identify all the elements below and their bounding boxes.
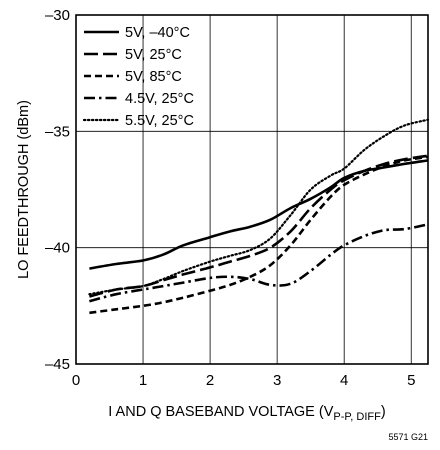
x-tick-label-4: 4 — [340, 372, 348, 389]
y-tick-label-1: –40 — [45, 240, 70, 257]
x-tick-label-3: 3 — [273, 372, 281, 389]
x-tick-label-0: 0 — [72, 372, 80, 389]
figure-id: 5571 G21 — [388, 432, 428, 442]
x-axis-title-main: I AND Q BASEBAND VOLTAGE (V — [108, 404, 333, 420]
legend-label-0: 5V, –40°C — [125, 25, 190, 41]
grid — [76, 15, 428, 364]
x-axis-title-subscript: P-P, DIFF — [333, 411, 381, 423]
legend-label-3: 4.5V, 25°C — [125, 91, 194, 107]
tick-labels: 0 1 2 3 4 5 –45 –40 –35 –30 — [45, 7, 415, 389]
legend: 5V, –40°C 5V, 25°C 5V, 85°C 4.5V, 25°C 5.5V,… — [82, 25, 194, 129]
legend-label-4: 5.5V, 25°C — [125, 113, 194, 129]
x-axis-title: I AND Q BASEBAND VOLTAGE (VP-P, DIFF) — [108, 404, 385, 423]
x-axis-title-close: ) — [381, 404, 386, 420]
series-line-4 — [88, 118, 430, 296]
legend-label-1: 5V, 25°C — [125, 47, 182, 63]
series-line-2 — [89, 155, 429, 315]
legend-label-2: 5V, 85°C — [125, 69, 182, 85]
y-axis-title: LO FEEDTHROUGH (dBm) — [16, 100, 32, 279]
series-lines — [88, 118, 430, 315]
plot-frame — [75, 14, 429, 365]
x-tick-label-2: 2 — [206, 372, 214, 389]
x-tick-label-1: 1 — [139, 372, 147, 389]
x-tick-label-5: 5 — [407, 372, 415, 389]
y-tick-label-3: –30 — [45, 7, 70, 24]
series-line-1 — [89, 154, 429, 298]
y-tick-label-2: –35 — [45, 123, 70, 140]
y-tick-label-0: –45 — [45, 356, 70, 373]
series-line-3 — [89, 223, 429, 303]
